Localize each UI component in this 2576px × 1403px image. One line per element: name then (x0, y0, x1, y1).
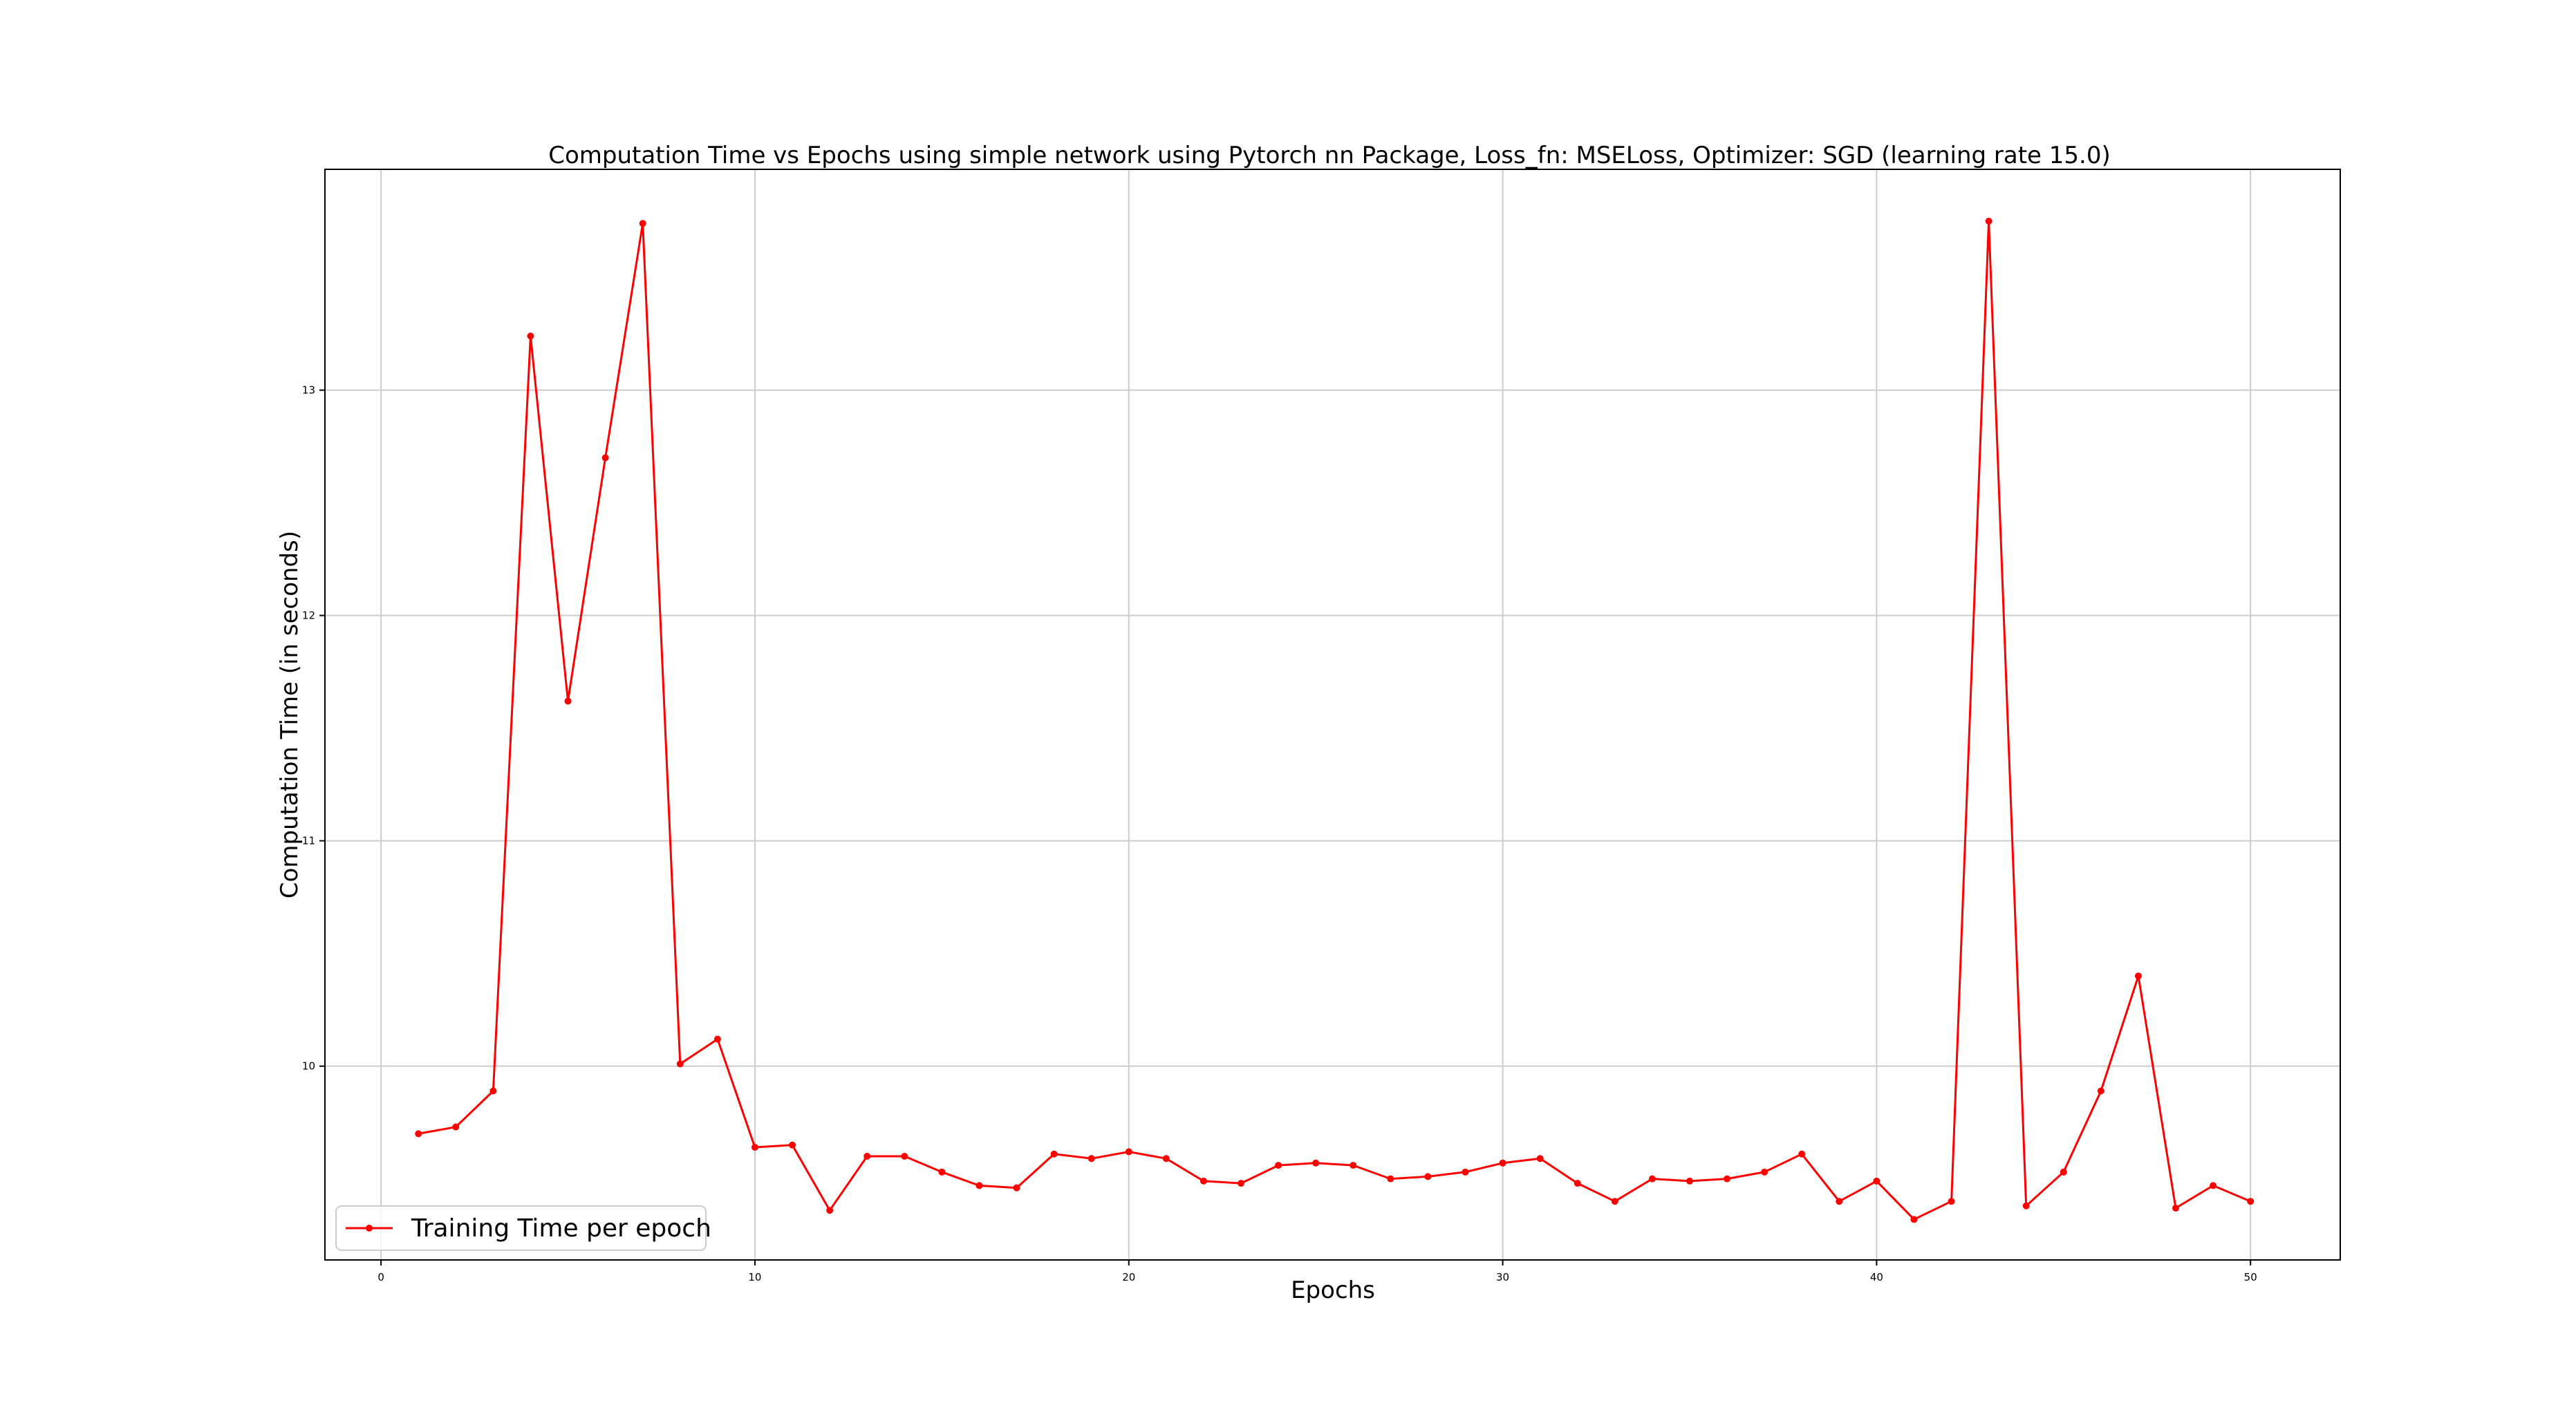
data-point (1200, 1177, 1207, 1185)
data-point (1536, 1155, 1544, 1162)
data-point (789, 1141, 796, 1149)
data-point (2172, 1205, 2180, 1212)
data-point (713, 1035, 721, 1043)
data-point (2247, 1198, 2255, 1205)
chart-title: Computation Time vs Epochs using simple … (548, 142, 2110, 169)
data-point (2060, 1168, 2067, 1176)
data-point (639, 220, 646, 227)
data-point (1350, 1162, 1357, 1169)
data-point (1424, 1173, 1432, 1180)
x-tick-label: 20 (1122, 1271, 1135, 1283)
legend-label: Training Time per epoch (411, 1214, 711, 1243)
data-point (938, 1168, 946, 1176)
data-point (415, 1130, 422, 1138)
data-point (864, 1153, 871, 1160)
data-point (1910, 1216, 1918, 1223)
data-point (1611, 1198, 1618, 1205)
data-point (2097, 1087, 2104, 1095)
data-point (1312, 1159, 1320, 1167)
data-point (1761, 1168, 1768, 1176)
x-axis-label: Epochs (1291, 1277, 1375, 1304)
data-point (1275, 1162, 1282, 1169)
data-point (1985, 217, 1992, 225)
data-point (601, 454, 609, 462)
x-tick-label: 50 (2244, 1271, 2257, 1283)
data-point (1125, 1148, 1132, 1156)
data-point (1238, 1180, 1244, 1187)
data-point (1574, 1180, 1581, 1187)
legend: Training Time per epoch (335, 1205, 711, 1251)
x-tick-label: 10 (748, 1271, 761, 1283)
data-point (1724, 1175, 1731, 1183)
y-tick-label: 10 (302, 1060, 315, 1073)
data-point (2022, 1202, 2030, 1209)
data-point (1162, 1155, 1170, 1162)
data-point (1499, 1159, 1506, 1167)
data-point (1462, 1168, 1469, 1176)
data-points (415, 217, 2255, 1223)
y-tick-label: 12 (302, 610, 315, 622)
data-point (2134, 972, 2142, 980)
data-point (751, 1143, 758, 1151)
legend-box (335, 1205, 707, 1251)
data-point (527, 332, 534, 340)
plot-frame (324, 169, 2341, 1261)
data-point (1648, 1175, 1656, 1183)
data-point (1686, 1177, 1693, 1185)
series-line (418, 220, 2251, 1221)
data-point (1798, 1150, 1806, 1158)
x-axis-ticks: 0 10 20 30 40 50 (377, 1260, 2257, 1283)
data-point (489, 1087, 497, 1095)
x-tick-label: 0 (377, 1271, 384, 1283)
data-point (826, 1207, 834, 1214)
series-lines (418, 220, 2251, 1221)
y-axis-label: Computation Time (in seconds) (276, 531, 304, 898)
x-tick-label: 40 (1870, 1271, 1883, 1283)
data-point (2210, 1182, 2217, 1189)
data-point (1088, 1155, 1095, 1162)
y-tick-label: 11 (302, 835, 315, 847)
data-point (1873, 1177, 1880, 1185)
data-point (564, 697, 572, 705)
data-point (452, 1123, 460, 1131)
data-point (1387, 1175, 1394, 1183)
data-point (1013, 1184, 1020, 1192)
data-point (1948, 1198, 1955, 1205)
y-axis-ticks: 10 11 12 13 (302, 384, 325, 1073)
data-point (976, 1182, 983, 1189)
data-point (901, 1153, 908, 1160)
data-point (1836, 1198, 1843, 1205)
y-tick-label: 13 (302, 384, 315, 397)
x-tick-label: 30 (1496, 1271, 1509, 1283)
data-point (1050, 1150, 1058, 1158)
legend-marker (366, 1225, 373, 1232)
data-point (676, 1060, 684, 1068)
